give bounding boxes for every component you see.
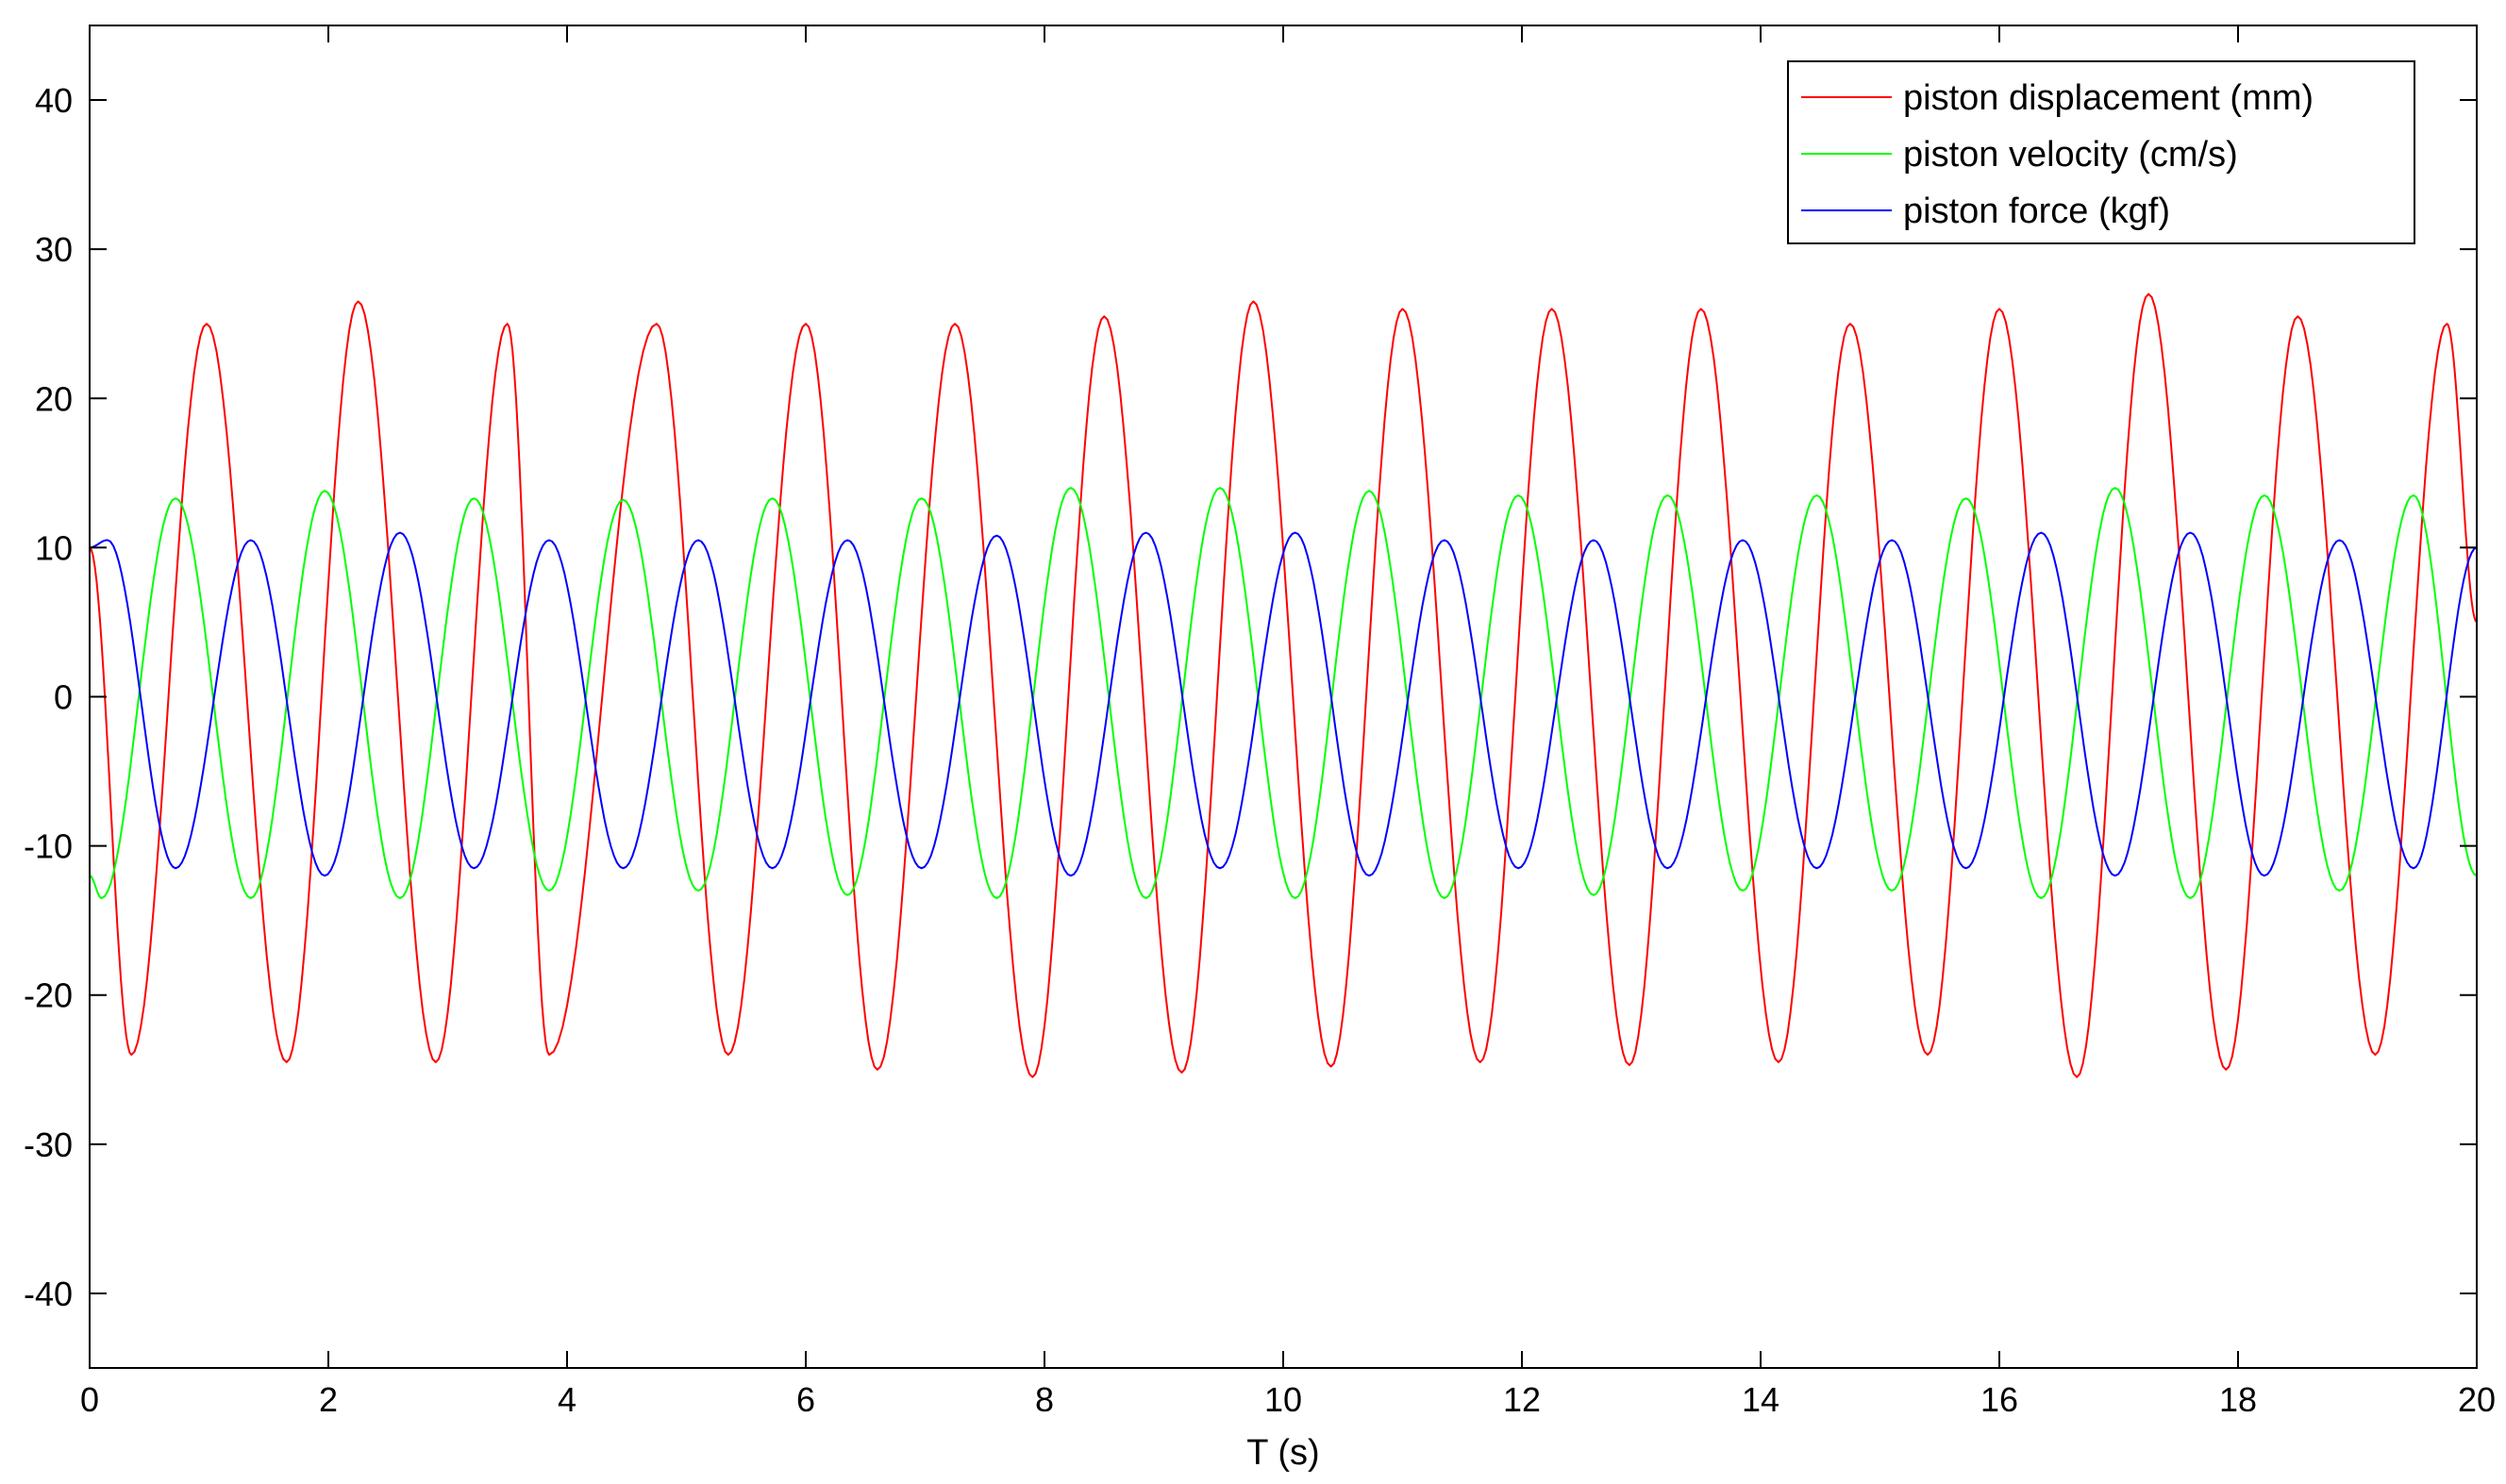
x-axis-label: T (s) [1246, 1433, 1319, 1473]
x-tick-label: 6 [796, 1380, 815, 1419]
x-tick-label: 8 [1035, 1380, 1054, 1419]
y-tick-label: 20 [35, 379, 73, 418]
series-line-0 [89, 292, 2478, 1078]
x-tick-label: 4 [558, 1380, 576, 1419]
x-tick-label: 0 [80, 1380, 99, 1419]
legend: piston displacement (mm) piston velocity … [1787, 60, 2415, 244]
y-tick-label: -30 [24, 1126, 73, 1164]
y-tick-label: 10 [35, 528, 73, 567]
legend-label-1: piston velocity (cm/s) [1903, 135, 2238, 175]
legend-box [1787, 60, 2415, 244]
y-tick-label: -20 [24, 976, 73, 1015]
tick-layer: 0 2 4 6 8 10 12 14 16 18 20 -40 -30 -20 -10 0 10 20 30 40 [24, 25, 2496, 1419]
legend-label-2: piston force (kgf) [1903, 192, 2170, 231]
x-tick-label: 20 [2458, 1380, 2496, 1419]
legend-label-0: piston displacement (mm) [1903, 78, 2314, 118]
x-tick-label: 18 [2219, 1380, 2257, 1419]
series-layer [89, 292, 2478, 1078]
x-tick-label: 2 [319, 1380, 338, 1419]
x-tick-label: 12 [1503, 1380, 1541, 1419]
series-line-2 [89, 531, 2478, 877]
plot-area [90, 25, 2477, 1368]
y-tick-label: 40 [35, 81, 73, 120]
x-tick-label: 10 [1264, 1380, 1302, 1419]
y-tick-label: 0 [54, 678, 73, 717]
y-tick-label: -10 [24, 827, 73, 866]
x-tick-label: 14 [1742, 1380, 1779, 1419]
y-tick-label: 30 [35, 230, 73, 269]
x-tick-label: 16 [1980, 1380, 2018, 1419]
y-tick-label: -40 [24, 1275, 73, 1313]
